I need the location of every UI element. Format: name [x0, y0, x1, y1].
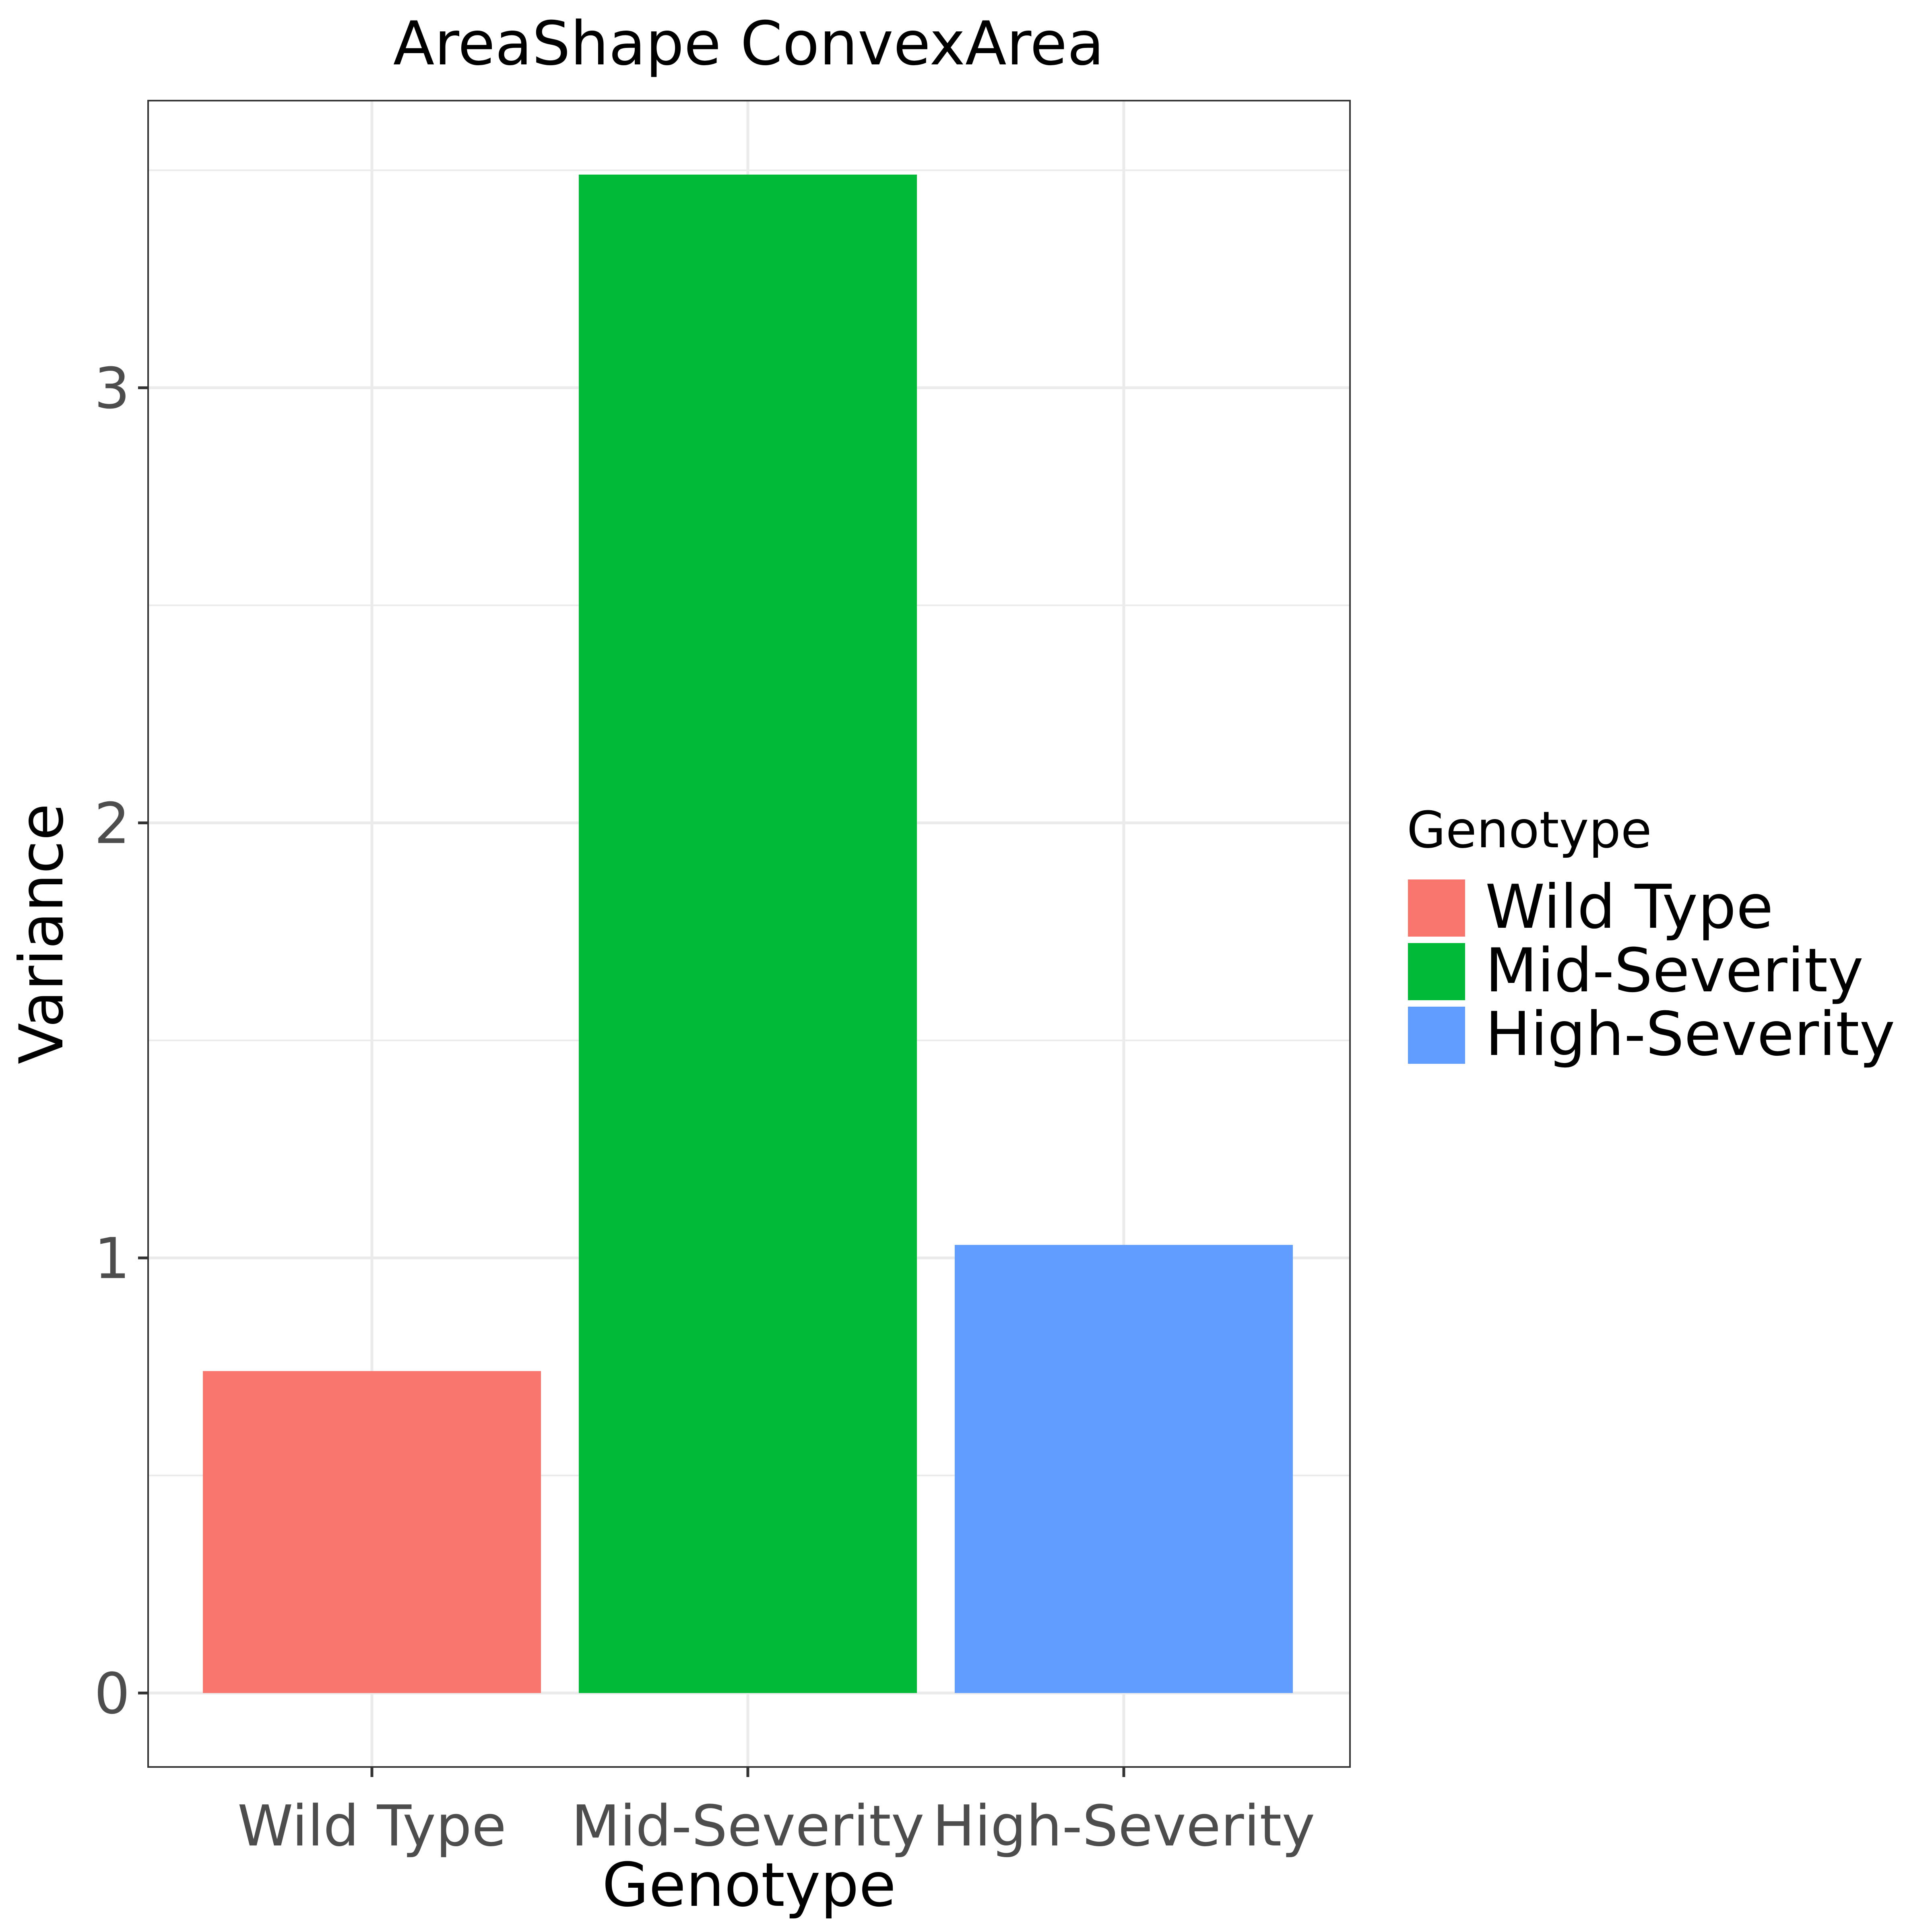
y-tick-label-0: 0	[94, 1661, 130, 1727]
bar-wild-type	[203, 1371, 541, 1693]
x-axis-title: Genotype	[602, 1850, 896, 1920]
legend-key-wild-type	[1408, 879, 1465, 937]
legend-key-high-severity	[1408, 1007, 1465, 1064]
legend-label-mid-severity: Mid-Severity	[1485, 936, 1864, 1006]
legend-key-mid-severity	[1408, 943, 1465, 1000]
y-tick-label-3: 3	[94, 356, 130, 421]
y-axis-title: Variance	[7, 803, 77, 1064]
legend-label-high-severity: High-Severity	[1485, 999, 1895, 1069]
y-tick-label-1: 1	[94, 1226, 130, 1292]
bar-high-severity	[955, 1245, 1293, 1693]
legend-title: Genotype	[1407, 801, 1652, 859]
bars	[203, 174, 1293, 1693]
x-tick-label-1: Mid-Severity	[571, 1794, 924, 1859]
x-tick-label-2: High-Severity	[933, 1794, 1315, 1859]
legend: Genotype Wild TypeMid-SeverityHigh-Sever…	[1407, 801, 1895, 1069]
y-tick-label-2: 2	[94, 791, 130, 857]
chart-title: AreaShape ConvexArea	[393, 9, 1104, 79]
legend-label-wild-type: Wild Type	[1485, 872, 1773, 942]
x-tick-label-0: Wild Type	[237, 1794, 506, 1859]
x-axis: Wild Type Mid-Severity High-Severity	[237, 1767, 1315, 1859]
bar-mid-severity	[579, 174, 917, 1693]
plot-panel	[147, 100, 1351, 1768]
y-axis: 0 1 2 3	[94, 356, 148, 1727]
